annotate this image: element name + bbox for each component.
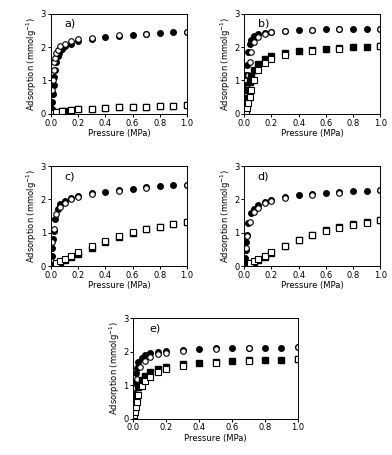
X-axis label: Pressure (MPa): Pressure (MPa) (281, 129, 343, 138)
Text: e): e) (150, 324, 161, 334)
Text: b): b) (258, 19, 269, 29)
Y-axis label: Adsorption (mmolg$^{-1}$): Adsorption (mmolg$^{-1}$) (25, 169, 39, 263)
X-axis label: Pressure (MPa): Pressure (MPa) (88, 282, 150, 290)
X-axis label: Pressure (MPa): Pressure (MPa) (88, 129, 150, 138)
Text: c): c) (65, 171, 75, 181)
Text: d): d) (258, 171, 269, 181)
X-axis label: Pressure (MPa): Pressure (MPa) (184, 434, 247, 443)
Y-axis label: Adsorption (mmolg$^{-1}$): Adsorption (mmolg$^{-1}$) (107, 322, 122, 415)
Y-axis label: Adsorption (mmolg$^{-1}$): Adsorption (mmolg$^{-1}$) (25, 17, 39, 111)
Y-axis label: Adsorption (mmolg$^{-1}$): Adsorption (mmolg$^{-1}$) (218, 17, 232, 111)
X-axis label: Pressure (MPa): Pressure (MPa) (281, 282, 343, 290)
Y-axis label: Adsorption (mmolg$^{-1}$): Adsorption (mmolg$^{-1}$) (218, 169, 232, 263)
Text: a): a) (65, 19, 76, 29)
